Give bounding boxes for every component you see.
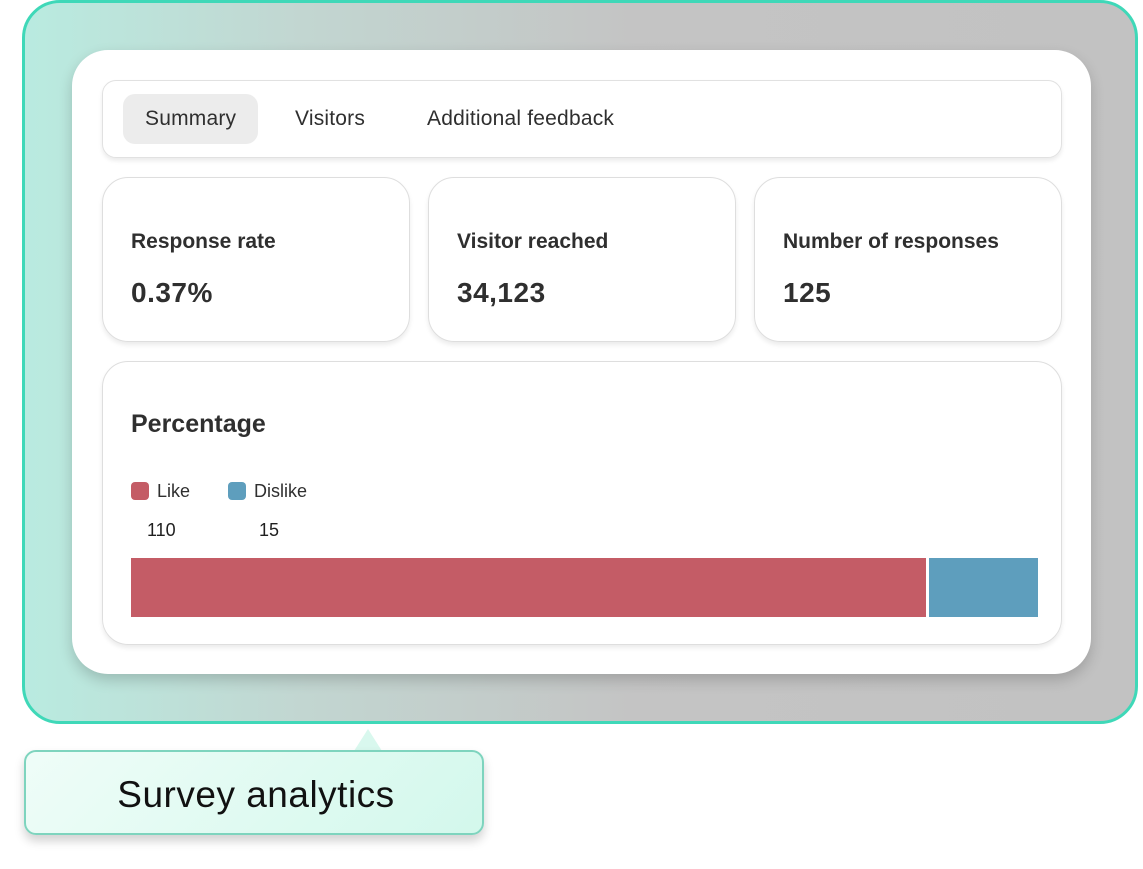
caption-text: Survey analytics [117,774,395,815]
bar-segment-like [131,558,926,617]
tab-visitors[interactable]: Visitors [295,107,366,130]
bar-segment-dislike [929,558,1038,617]
stat-label: Visitor reached [457,230,609,253]
data-label-dislike: 15 [259,520,280,540]
tab-bar: Summary Visitors Additional feedback [102,80,1062,158]
legend-swatch-like [131,482,149,500]
legend-label-like: Like [157,481,191,501]
legend-swatch-dislike [228,482,246,500]
data-label-like: 110 [147,520,176,540]
stat-label: Response rate [131,230,276,253]
stat-value: 0.37% [131,277,213,308]
survey-analytics-panel: Summary Visitors Additional feedback Res… [72,50,1091,674]
percentage-chart-card: Percentage Like Dislike 110 15 [102,361,1062,645]
stat-value: 125 [783,277,832,308]
caption-tooltip: Survey analytics [24,750,484,835]
legend-dislike: Dislike [228,480,307,502]
legend-like: Like [131,480,190,502]
stacked-bar [131,558,1038,617]
stat-label: Number of responses [783,230,999,253]
stat-card-response-rate: Response rate 0.37% [102,177,410,342]
tab-summary[interactable]: Summary [123,94,259,144]
stat-card-number-of-responses: Number of responses 125 [754,177,1062,342]
chart-title: Percentage [131,410,266,438]
legend-label-dislike: Dislike [254,481,308,501]
tab-additional-feedback[interactable]: Additional feedback [427,107,615,130]
stat-value: 34,123 [457,277,546,308]
caption-pointer [354,729,382,751]
stat-card-visitor-reached: Visitor reached 34,123 [428,177,736,342]
